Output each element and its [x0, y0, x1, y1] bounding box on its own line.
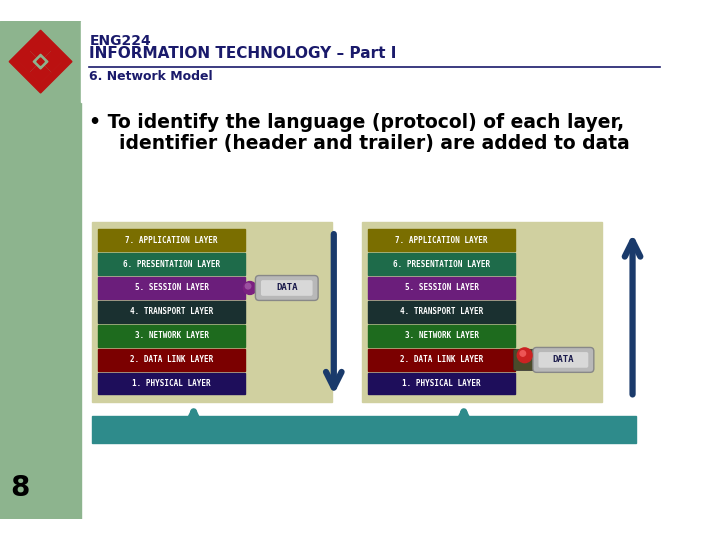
Text: DATA: DATA	[276, 284, 297, 293]
Bar	[0, 21, 81, 519]
Text: 1. PHYSICAL LAYER: 1. PHYSICAL LAYER	[132, 380, 211, 388]
Text: 4. TRANSPORT LAYER: 4. TRANSPORT LAYER	[400, 307, 483, 316]
Bar	[92, 416, 636, 443]
Bar	[98, 230, 246, 251]
Bar	[98, 373, 246, 395]
FancyBboxPatch shape	[256, 275, 318, 300]
Bar	[362, 222, 602, 402]
Bar	[98, 349, 246, 370]
Text: ENG224: ENG224	[89, 34, 151, 48]
Text: DATA: DATA	[553, 355, 574, 364]
Text: 3. NETWORK LAYER: 3. NETWORK LAYER	[405, 332, 479, 340]
Text: 7. APPLICATION LAYER: 7. APPLICATION LAYER	[125, 235, 217, 245]
Bar	[368, 325, 516, 347]
FancyBboxPatch shape	[513, 349, 536, 370]
Text: 3. NETWORK LAYER: 3. NETWORK LAYER	[135, 332, 209, 340]
Bar	[92, 222, 332, 402]
Bar	[368, 278, 516, 299]
Bar	[368, 373, 516, 395]
Polygon shape	[30, 40, 50, 60]
Text: 4. TRANSPORT LAYER: 4. TRANSPORT LAYER	[130, 307, 213, 316]
Circle shape	[517, 348, 532, 363]
Text: • To identify the language (protocol) of each layer,: • To identify the language (protocol) of…	[89, 113, 624, 132]
Bar	[98, 253, 246, 275]
Text: 8: 8	[11, 474, 30, 502]
Polygon shape	[33, 54, 48, 69]
Polygon shape	[37, 58, 44, 65]
FancyBboxPatch shape	[533, 347, 594, 373]
Text: 6. Network Model: 6. Network Model	[89, 70, 213, 83]
Bar	[368, 349, 516, 370]
Polygon shape	[9, 30, 72, 93]
Circle shape	[243, 281, 256, 294]
Text: 6. PRESENTATION LAYER: 6. PRESENTATION LAYER	[393, 260, 490, 268]
Text: 2. DATA LINK LAYER: 2. DATA LINK LAYER	[400, 355, 483, 364]
Polygon shape	[20, 42, 61, 82]
Bar	[368, 253, 516, 275]
Bar	[98, 301, 246, 322]
Text: identifier (header and trailer) are added to data: identifier (header and trailer) are adde…	[106, 133, 630, 152]
Polygon shape	[42, 51, 62, 72]
Text: 5. SESSION LAYER: 5. SESSION LAYER	[405, 284, 479, 293]
FancyBboxPatch shape	[261, 280, 312, 296]
Text: 1. PHYSICAL LAYER: 1. PHYSICAL LAYER	[402, 380, 481, 388]
Text: INFORMATION TECHNOLOGY – Part I: INFORMATION TECHNOLOGY – Part I	[89, 46, 397, 61]
Bar	[368, 301, 516, 322]
FancyBboxPatch shape	[539, 352, 588, 368]
Polygon shape	[30, 63, 50, 83]
Bar	[98, 278, 246, 299]
Text: 2. DATA LINK LAYER: 2. DATA LINK LAYER	[130, 355, 213, 364]
Circle shape	[520, 350, 526, 356]
Bar	[98, 325, 246, 347]
Text: 5. SESSION LAYER: 5. SESSION LAYER	[135, 284, 209, 293]
Text: 6. PRESENTATION LAYER: 6. PRESENTATION LAYER	[123, 260, 220, 268]
Polygon shape	[19, 51, 40, 72]
Bar	[368, 230, 516, 251]
Bar	[81, 21, 664, 102]
Circle shape	[246, 284, 251, 289]
Text: 7. APPLICATION LAYER: 7. APPLICATION LAYER	[395, 235, 488, 245]
